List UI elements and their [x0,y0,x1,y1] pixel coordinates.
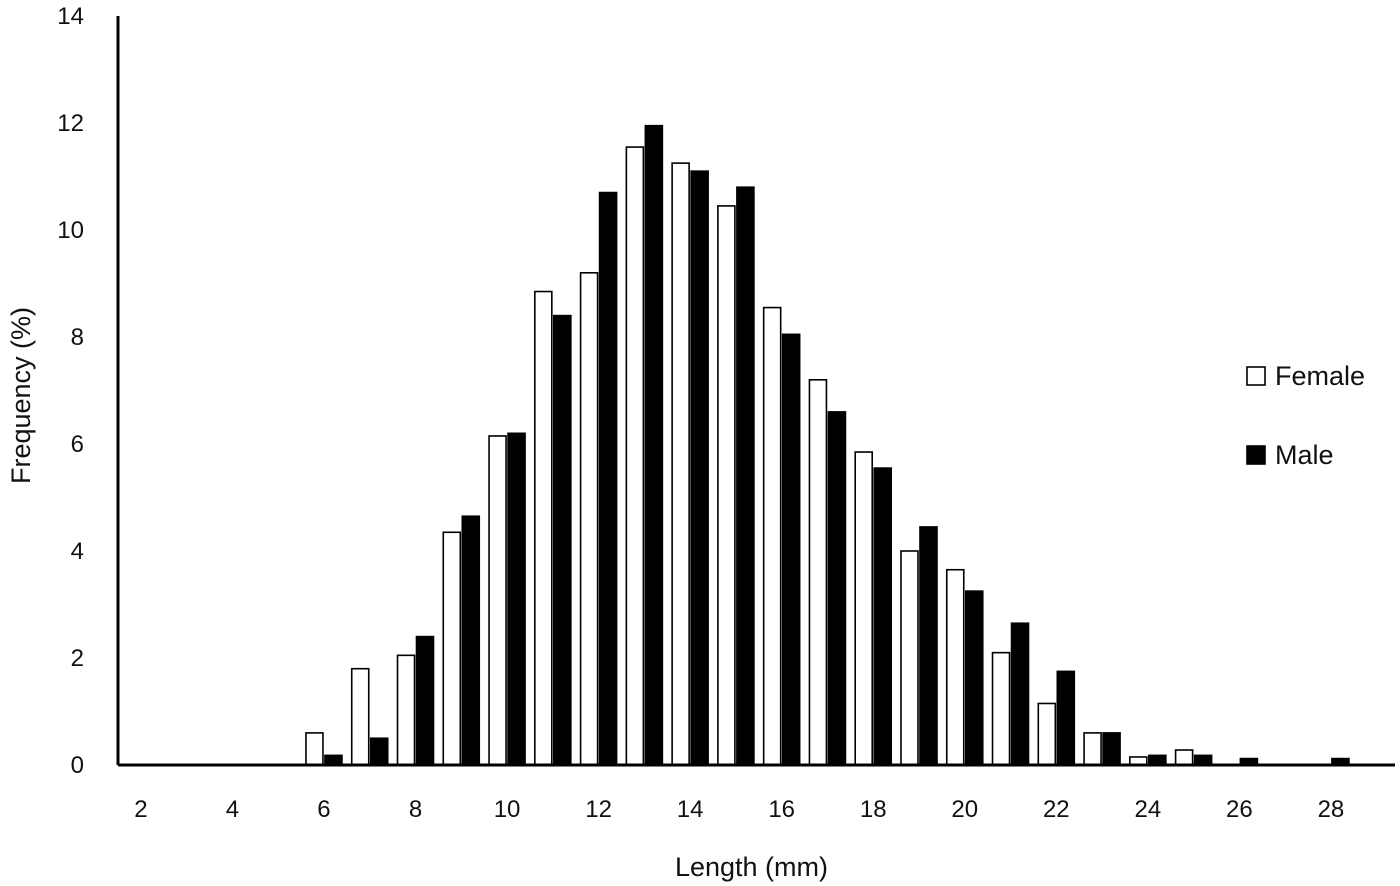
bar-female-11 [534,290,553,766]
y-axis-title: Frequency (%) [6,307,36,484]
bar-female-13 [625,146,645,766]
bar-male-13 [644,124,664,766]
x-tick-label: 2 [134,796,147,823]
bar-female-10 [488,435,507,766]
bar-male-12 [598,191,618,766]
legend-label-female: Female [1275,361,1365,391]
bar-male-15 [736,186,755,766]
legend-label-male: Male [1275,440,1334,470]
bar-female-8 [396,654,416,766]
x-tick-label: 22 [1043,796,1070,823]
x-tick-label: 10 [494,796,521,823]
bar-female-7 [350,667,370,766]
x-tick-label: 20 [951,796,978,823]
y-tick-label: 6 [71,431,84,458]
bar-female-15 [717,205,736,766]
legend-swatch-female [1246,366,1266,386]
y-tick-label: 4 [71,538,84,565]
bar-male-8 [415,635,435,766]
bar-male-22 [1056,670,1076,766]
x-tick-label: 16 [768,796,795,823]
x-tick-label: 12 [585,796,612,823]
x-tick-label: 18 [860,796,887,823]
legend-swatch-male [1246,445,1266,465]
bar-female-18 [854,451,874,766]
y-tick-label: 12 [57,110,84,137]
bars-group [305,124,1350,766]
x-tick-label: 14 [677,796,704,823]
x-tick-label: 8 [409,796,422,823]
y-tick-label: 10 [57,217,84,244]
bar-female-12 [579,271,599,766]
bar-female-16 [762,306,782,766]
bar-female-21 [991,651,1011,766]
bar-female-17 [808,378,828,766]
x-tick-label: 24 [1134,796,1161,823]
bar-female-19 [900,550,919,766]
y-axis-ticks: 0 2 4 6 8 10 12 14 [57,3,84,779]
x-axis-ticks: 2 4 6 8 10 12 14 16 18 20 22 24 26 28 [134,796,1344,823]
bar-male-19 [919,526,938,766]
bar-male-21 [1010,622,1030,766]
bar-female-20 [945,568,965,766]
y-tick-label: 2 [71,645,84,672]
bar-male-17 [827,411,847,766]
x-tick-label: 28 [1318,796,1345,823]
x-tick-label: 4 [226,796,239,823]
bar-female-22 [1037,702,1057,766]
bar-male-23 [1102,732,1121,766]
x-tick-label: 26 [1226,796,1253,823]
x-axis-title: Length (mm) [675,852,828,882]
bar-male-14 [690,170,709,766]
bar-male-20 [964,590,984,766]
bar-male-16 [781,333,801,766]
bar-male-7 [369,737,389,766]
bar-male-9 [461,515,481,766]
bar-male-11 [553,314,572,766]
x-tick-label: 6 [317,796,330,823]
bar-female-14 [671,162,690,766]
legend: Female Male [1246,361,1365,470]
y-tick-label: 8 [71,324,84,351]
bar-female-23 [1083,732,1102,766]
bar-male-10 [507,432,526,766]
y-tick-label: 14 [57,3,84,30]
bar-female-6 [305,732,324,766]
y-tick-label: 0 [71,752,84,779]
bar-female-25 [1174,749,1194,766]
bar-female-9 [442,531,462,766]
bar-male-18 [873,467,893,766]
